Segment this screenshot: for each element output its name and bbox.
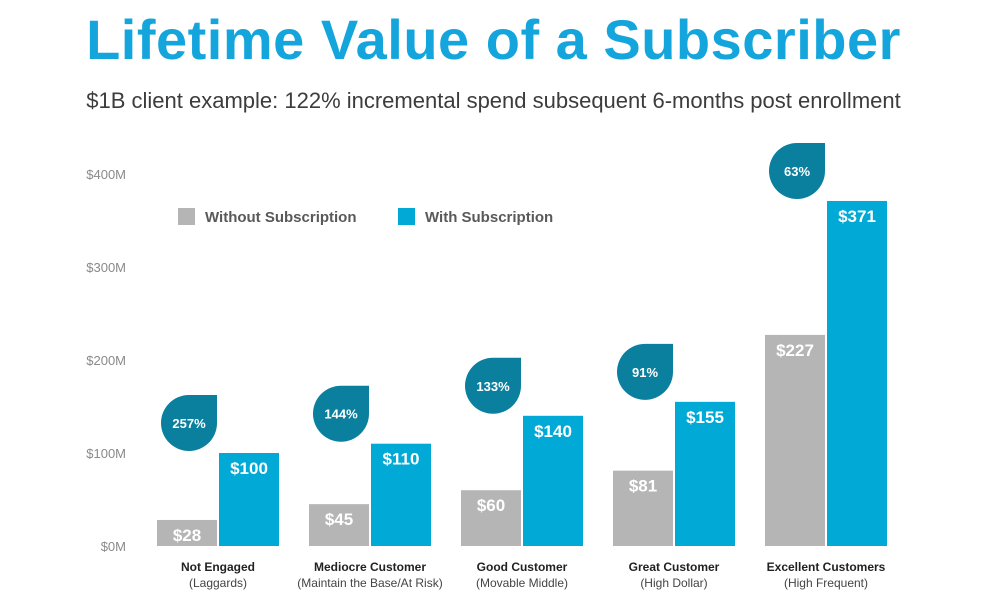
bar-with-subscription <box>523 415 583 546</box>
y-tick-label: $300M <box>86 260 126 275</box>
category-label: Great Customer <box>629 560 720 574</box>
bar-without-subscription <box>157 519 217 546</box>
percent-badge <box>465 357 521 414</box>
category-sublabel: (Movable Middle) <box>476 576 568 590</box>
percent-badge-label: 257% <box>172 416 206 431</box>
bar-value-label: $60 <box>477 496 505 515</box>
category-label: Excellent Customers <box>767 560 886 574</box>
bar-with-subscription <box>827 200 887 546</box>
bar-value-label: $155 <box>686 408 724 427</box>
bar-value-label: $45 <box>325 510 353 529</box>
bar-value-label: $81 <box>629 477 657 496</box>
category-sublabel: (High Frequent) <box>784 576 868 590</box>
bar-with-subscription <box>675 401 735 546</box>
bar-with-subscription <box>219 453 279 546</box>
category-label: Mediocre Customer <box>314 560 426 574</box>
bar-value-label: $100 <box>230 459 268 478</box>
chart-subtitle: $1B client example: 122% incremental spe… <box>86 88 901 113</box>
legend-swatch <box>178 208 195 225</box>
percent-badge-label: 133% <box>476 379 510 394</box>
bar-value-label: $110 <box>383 450 420 469</box>
percent-badge <box>161 395 217 451</box>
chart-title: Lifetime Value of a Subscriber <box>86 8 901 71</box>
category-sublabel: (Laggards) <box>189 576 247 590</box>
y-tick-label: $400M <box>86 167 126 182</box>
bar-value-label: $140 <box>534 422 572 441</box>
legend-label: With Subscription <box>425 209 553 226</box>
bar-value-label: $227 <box>776 341 814 360</box>
category-label: Not Engaged <box>181 560 255 574</box>
percent-badge <box>769 142 825 199</box>
percent-badge-label: 91% <box>632 365 658 380</box>
percent-badge <box>617 343 673 400</box>
y-tick-label: $0M <box>101 539 126 554</box>
percent-badge-label: 144% <box>324 407 358 422</box>
bar-without-subscription <box>765 334 825 546</box>
bar-value-label: $28 <box>173 526 201 545</box>
category-sublabel: (Maintain the Base/At Risk) <box>297 576 442 590</box>
percent-badge-label: 63% <box>784 164 810 179</box>
bar-value-label: $371 <box>838 207 876 226</box>
bar-without-subscription <box>613 470 673 546</box>
y-tick-label: $200M <box>86 353 126 368</box>
percent-badge <box>313 385 369 442</box>
bar-without-subscription <box>461 490 521 546</box>
bar-without-subscription <box>309 504 369 546</box>
bar-with-subscription <box>371 443 431 546</box>
legend-swatch <box>398 208 415 225</box>
category-label: Good Customer <box>477 560 568 574</box>
y-tick-label: $100M <box>86 446 126 461</box>
legend-label: Without Subscription <box>205 209 357 226</box>
category-sublabel: (High Dollar) <box>640 576 707 590</box>
